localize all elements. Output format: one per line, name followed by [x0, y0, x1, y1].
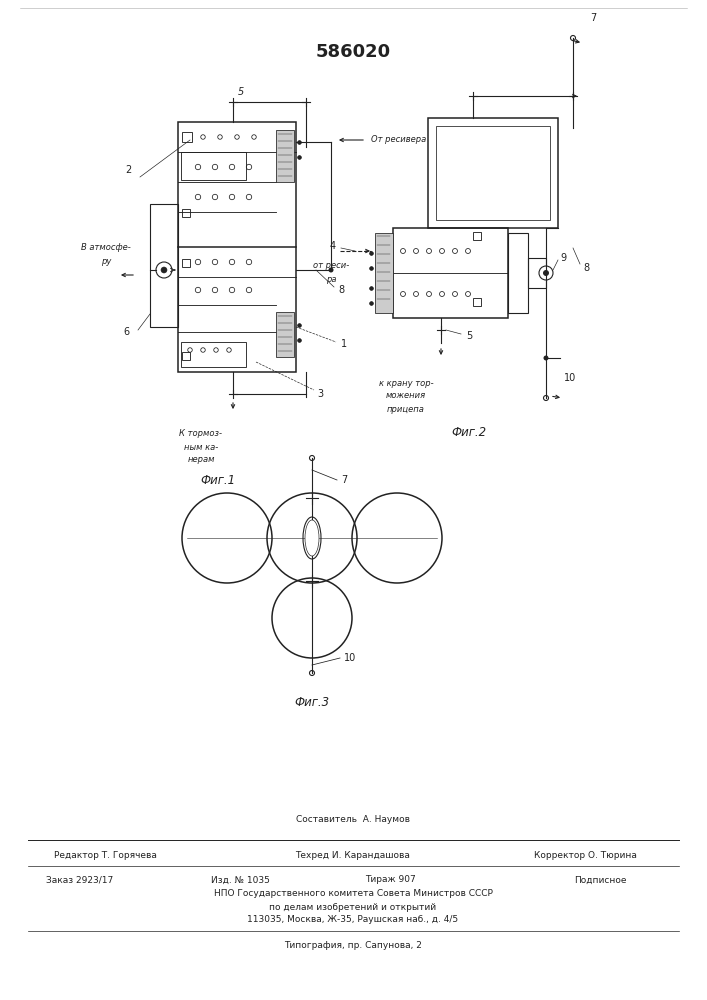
- Bar: [182, 209, 190, 217]
- Text: Фиг.3: Фиг.3: [294, 696, 329, 710]
- Bar: [178, 122, 296, 372]
- Text: Изд. № 1035: Изд. № 1035: [211, 876, 269, 884]
- Text: 10: 10: [344, 653, 356, 663]
- Text: 6: 6: [123, 327, 129, 337]
- Text: В атмосфе-: В атмосфе-: [81, 243, 131, 252]
- Text: 7: 7: [341, 475, 347, 485]
- Text: Тираж 907: Тираж 907: [365, 876, 416, 884]
- Text: Фиг.1: Фиг.1: [201, 474, 235, 487]
- Bar: [276, 312, 294, 357]
- Ellipse shape: [305, 520, 319, 556]
- Text: к крану тор-: к крану тор-: [379, 378, 433, 387]
- Bar: [375, 233, 393, 313]
- Bar: [182, 259, 190, 267]
- Text: 9: 9: [560, 253, 566, 263]
- Bar: [181, 342, 246, 367]
- Text: Составитель  А. Наумов: Составитель А. Наумов: [296, 816, 410, 824]
- Text: ру: ру: [101, 257, 111, 266]
- Text: нерам: нерам: [187, 456, 215, 464]
- Bar: [436, 126, 550, 220]
- Text: Фиг.2: Фиг.2: [452, 426, 486, 440]
- Text: 4: 4: [330, 241, 336, 251]
- Text: 3: 3: [317, 389, 323, 399]
- Text: 2: 2: [125, 165, 131, 175]
- Bar: [182, 132, 192, 142]
- Text: Корректор О. Тюрина: Корректор О. Тюрина: [534, 852, 636, 860]
- Text: От ресивера: От ресивера: [371, 135, 426, 144]
- Bar: [528, 258, 546, 288]
- Text: 5: 5: [466, 331, 472, 341]
- Text: Типография, пр. Сапунова, 2: Типография, пр. Сапунова, 2: [284, 942, 422, 950]
- Text: Подписное: Подписное: [574, 876, 626, 884]
- Text: Техред И. Карандашова: Техред И. Карандашова: [296, 852, 411, 860]
- Text: Редактор Т. Горячева: Редактор Т. Горячева: [54, 852, 156, 860]
- Text: 8: 8: [338, 285, 344, 295]
- Text: НПО Государственного комитета Совета Министров СССР: НПО Государственного комитета Совета Мин…: [214, 890, 493, 898]
- Bar: [182, 352, 190, 360]
- Bar: [473, 298, 481, 306]
- Text: 5: 5: [238, 87, 244, 97]
- Text: 586020: 586020: [315, 43, 390, 61]
- Circle shape: [544, 356, 549, 360]
- Text: 1: 1: [341, 339, 347, 349]
- Bar: [276, 130, 294, 182]
- Text: 7: 7: [590, 13, 596, 23]
- Text: 113035, Москва, Ж-35, Раушская наб., д. 4/5: 113035, Москва, Ж-35, Раушская наб., д. …: [247, 916, 459, 924]
- Bar: [181, 152, 246, 180]
- Bar: [473, 232, 481, 240]
- Bar: [508, 233, 528, 313]
- Text: ным ка-: ным ка-: [184, 442, 218, 452]
- Bar: [428, 118, 558, 228]
- Text: 8: 8: [583, 263, 589, 273]
- Circle shape: [543, 270, 549, 276]
- Bar: [393, 228, 508, 318]
- Circle shape: [329, 267, 334, 272]
- Text: К тормоз-: К тормоз-: [180, 430, 223, 438]
- Text: от реси-: от реси-: [313, 261, 349, 270]
- Bar: [150, 204, 178, 327]
- Text: ра: ра: [326, 275, 337, 284]
- Circle shape: [161, 267, 167, 273]
- Text: можения: можения: [386, 391, 426, 400]
- Text: прицепа: прицепа: [387, 404, 425, 414]
- Text: 10: 10: [564, 373, 576, 383]
- Text: по делам изобретений и открытий: по делам изобретений и открытий: [269, 902, 436, 912]
- Text: Заказ 2923/17: Заказ 2923/17: [47, 876, 114, 884]
